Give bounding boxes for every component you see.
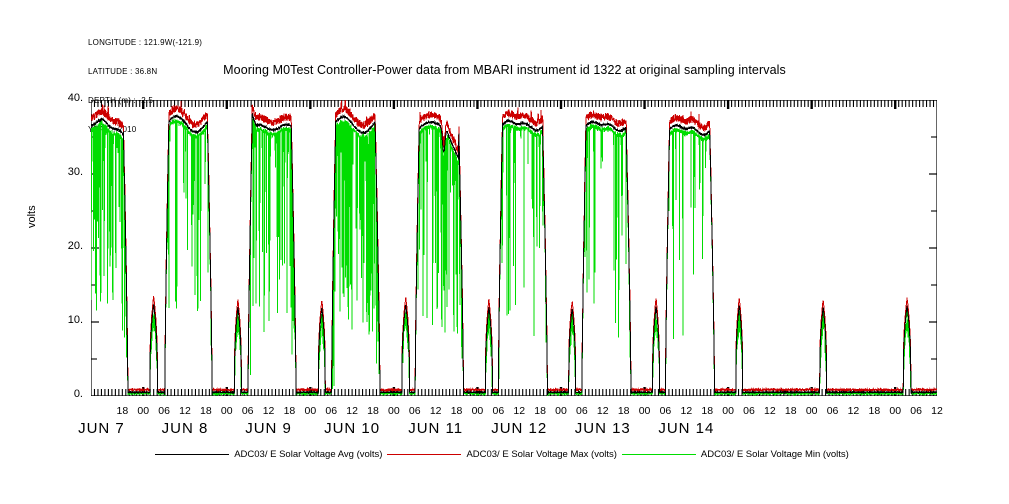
y-axis-label: volts <box>26 205 38 228</box>
series-line-min <box>91 118 937 396</box>
x-axis-hour-label: 18 <box>617 405 630 417</box>
x-axis-hour-label: 00 <box>471 405 484 417</box>
x-axis-hour-label: 00 <box>304 405 317 417</box>
x-axis-hour-label: 00 <box>220 405 233 417</box>
metadata-longitude: LONGITUDE : 121.9W(-121.9) <box>88 38 203 48</box>
x-axis-hour-label: 18 <box>868 405 881 417</box>
legend-swatch <box>155 454 230 455</box>
series-line-max <box>91 100 937 393</box>
x-axis-hour-label: 12 <box>847 405 860 417</box>
x-axis-hour-label: 06 <box>492 405 505 417</box>
x-axis-day-label: JUN 7 <box>78 420 125 437</box>
plot-area <box>91 100 937 396</box>
x-axis-hour-label: 12 <box>262 405 275 417</box>
x-axis-hour-label: 12 <box>346 405 358 417</box>
legend-label: ADC03/ E Solar Voltage Avg (volts) <box>234 449 383 460</box>
x-axis-hour-label: 00 <box>805 405 818 417</box>
legend-item: ADC03/ E Solar Voltage Avg (volts) <box>155 449 387 460</box>
x-axis-hour-label: 06 <box>576 405 588 417</box>
x-axis-hour-label: 18 <box>116 405 129 417</box>
y-axis-tick-label: 40. <box>67 92 83 104</box>
y-axis-tick-label: 0. <box>73 388 83 400</box>
legend-swatch <box>387 454 462 455</box>
x-axis-day-label: JUN 14 <box>658 420 715 437</box>
x-axis-hour-label: 06 <box>158 405 170 417</box>
x-axis-hour-label: 12 <box>931 405 943 417</box>
legend-item: ADC03/ E Solar Voltage Max (volts) <box>387 449 621 460</box>
x-axis-day-label: JUN 11 <box>408 420 464 437</box>
metadata-latitude: LATITUDE : 36.8N <box>88 66 158 76</box>
y-axis-tick-label: 30. <box>67 166 83 178</box>
x-axis-hour-label: 00 <box>722 405 734 417</box>
x-axis-day-label: JUN 13 <box>574 420 631 437</box>
x-axis-hour-label: 06 <box>826 405 839 417</box>
legend-swatch <box>621 454 696 455</box>
x-axis-hour-label: 12 <box>513 405 526 417</box>
x-axis-hour-label: 00 <box>555 405 567 417</box>
x-axis-hour-label: 12 <box>764 405 776 417</box>
legend-label: ADC03/ E Solar Voltage Max (volts) <box>466 449 617 460</box>
chart-legend: ADC03/ E Solar Voltage Avg (volts) ADC03/… <box>0 449 1009 460</box>
x-axis-hour-label: 12 <box>179 405 191 417</box>
x-axis-hour-label: 00 <box>889 405 902 417</box>
x-axis-hour-label: 00 <box>638 405 651 417</box>
y-axis-tick-label: 20. <box>67 240 83 252</box>
x-axis-hour-label: 18 <box>784 405 797 417</box>
y-axis-tick-label: 10. <box>67 314 83 326</box>
x-axis-hour-label: 18 <box>283 405 296 417</box>
x-axis-hour-label: 00 <box>137 405 150 417</box>
x-axis-hour-label: 18 <box>367 405 379 417</box>
x-axis-hour-label: 18 <box>200 405 212 417</box>
x-axis-hour-label: 12 <box>429 405 442 417</box>
x-axis-hour-label: 06 <box>241 405 254 417</box>
x-axis-hour-label: 06 <box>910 405 922 417</box>
x-axis-hour-label: 18 <box>450 405 463 417</box>
x-axis-hour-label: 12 <box>680 405 693 417</box>
x-axis-hour-label: 18 <box>534 405 546 417</box>
chart-canvas <box>91 100 937 396</box>
x-axis-day-label: JUN 8 <box>161 420 209 437</box>
x-axis-hour-label: 18 <box>701 405 714 417</box>
legend-label: ADC03/ E Solar Voltage Min (volts) <box>700 449 849 460</box>
series-line-avg <box>91 112 937 396</box>
x-axis-hour-label: 06 <box>408 405 421 417</box>
x-axis-day-label: JUN 10 <box>324 420 381 437</box>
x-axis-hour-label: 12 <box>596 405 609 417</box>
legend-item: ADC03/ E Solar Voltage Min (volts) <box>621 449 854 460</box>
page-title: Mooring M0Test Controller-Power data fro… <box>223 63 786 77</box>
x-axis-day-label: JUN 9 <box>245 420 292 437</box>
x-axis-hour-label: 06 <box>325 405 338 417</box>
x-axis-day-label: JUN 12 <box>491 420 548 437</box>
x-axis-hour-label: 00 <box>388 405 400 417</box>
x-axis-hour-label: 06 <box>659 405 672 417</box>
x-axis-hour-label: 06 <box>743 405 755 417</box>
